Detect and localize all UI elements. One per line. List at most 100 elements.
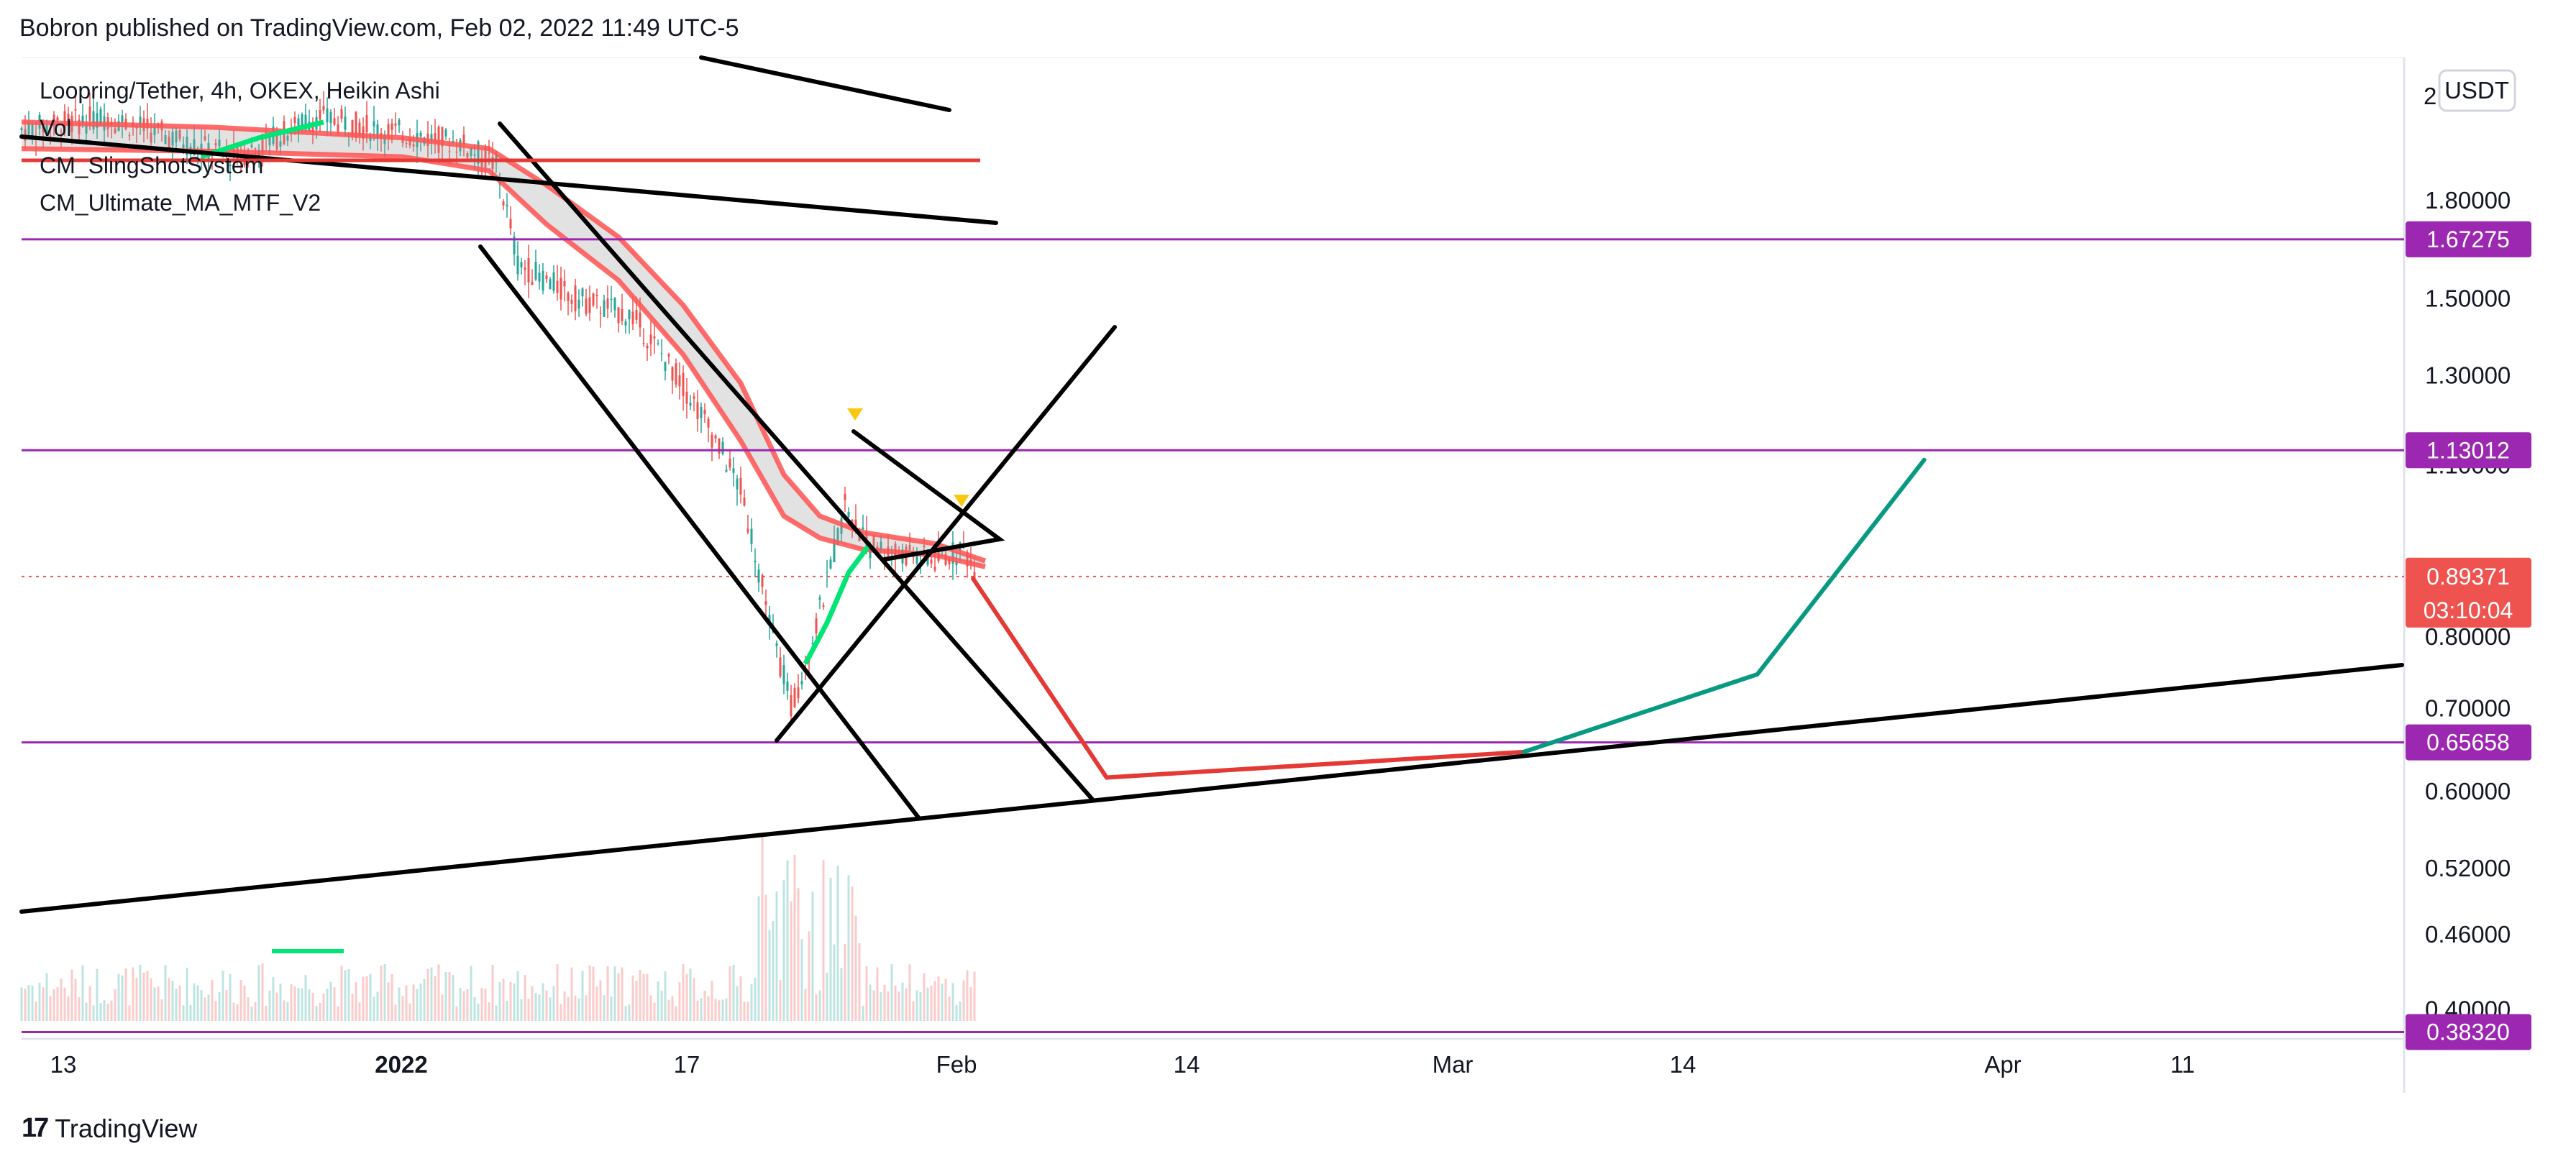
volume-bar [639,970,641,1021]
volume-bar [106,1004,109,1021]
channel-lower-line [478,244,921,820]
candle [545,272,548,283]
signal-triangle-icon [847,408,863,421]
volume-bar [531,986,534,1021]
volume-bar [642,973,645,1021]
volume-bar [168,978,170,1021]
candle [96,101,99,139]
volume-bar [520,999,523,1021]
volume-bar [854,915,857,1021]
volume-bar [890,963,893,1021]
volume-bar [592,966,595,1021]
volume-bar [232,1002,235,1021]
volume-bar [164,965,167,1021]
y-tick-label: 0.80000 [2425,623,2511,650]
volume-bar [905,988,908,1021]
volume-bar [746,1001,749,1021]
volume-bar [322,993,325,1021]
candle [649,320,652,357]
candle [703,403,706,423]
candle [689,395,692,411]
volume-bar [534,992,537,1021]
candle [955,551,958,575]
candle [204,129,206,142]
volume-bar [775,891,778,1021]
volume-bar [337,1006,339,1021]
volume-bar [283,1000,286,1021]
volume-bar [937,976,940,1021]
volume-bar [818,990,821,1021]
candle [322,91,325,114]
volume-bar [815,994,818,1021]
y-tick-label: 1.30000 [2425,362,2511,389]
volume-bar [272,977,275,1021]
candle [340,105,343,123]
volume-bar [121,976,124,1021]
volume-bar [933,981,936,1021]
volume-bar [207,994,210,1021]
candle [693,393,695,412]
volume-bar [826,972,828,1021]
candle [736,475,739,506]
candle [333,108,336,127]
volume-bar [617,973,620,1021]
volume-bar [132,967,134,1021]
x-tick-label: Apr [1984,1051,2021,1078]
y-tick-label: 0.70000 [2425,695,2511,722]
x-tick-label: 14 [1670,1051,1696,1078]
volume-bar [20,987,23,1021]
candle [570,294,573,313]
volume-bar [473,997,476,1021]
volume-bar [495,1005,498,1021]
x-tick-label: Mar [1433,1051,1474,1078]
candle [862,514,864,531]
volume-bar [851,886,854,1021]
volume-bar [186,968,188,1021]
volume-bar [329,981,332,1021]
volume-bar [45,973,48,1021]
volume-bar [178,985,181,1021]
volume-bar [128,1005,131,1021]
candle [660,339,663,362]
volume-bar [649,995,652,1021]
volume-bar [218,991,221,1021]
volume-bar [49,996,52,1021]
publisher-line: Bobron published on TradingView.com, Feb… [19,14,739,42]
trendlines [19,55,2404,914]
volume-bar [484,989,487,1021]
volume-bar [254,1002,257,1021]
volume-bar [782,880,785,1021]
volume-bar [383,963,386,1021]
volume-bar [103,1000,106,1021]
volume-bar [836,866,839,1021]
candle [667,352,670,365]
currency-button[interactable] [2438,69,2516,112]
candle [624,318,627,334]
volume-bar [182,1005,185,1021]
candle [700,402,703,433]
volume-bar [549,997,552,1021]
volume-bar [926,987,929,1021]
volume-bar [214,1001,217,1021]
candle [506,193,508,218]
candle [319,98,321,132]
volume-bar [506,1001,508,1021]
x-tick-label: 11 [2170,1051,2195,1078]
volume-bar [646,973,649,1021]
candle [405,140,408,148]
volume-bar [211,979,214,1021]
volume-bar [398,987,401,1021]
volume-bar [743,1001,746,1021]
candle [470,147,472,160]
volume-bar [444,972,447,1021]
candle [139,106,142,135]
candle [581,287,584,307]
candle [552,265,555,294]
volume-bar [257,965,260,1021]
projection-down-leg [971,577,1526,780]
volume-bar [344,970,347,1021]
volume-bar [595,986,598,1021]
time-axis-ticks: 13 2022 17 Feb 14 Mar 14 Apr 11 [50,1051,2195,1078]
volume-bar [962,980,965,1021]
